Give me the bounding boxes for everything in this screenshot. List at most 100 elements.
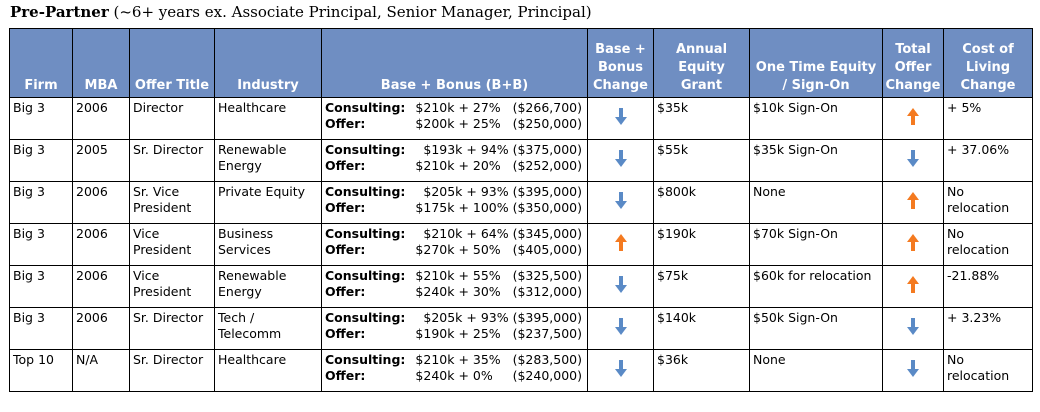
cell-firm: Big 3 [9, 307, 73, 350]
cell-col-change: + 5% [943, 97, 1033, 140]
cell-offer-title: Vice President [129, 265, 215, 308]
offer-label: Offer: [325, 284, 366, 299]
offer-label: Offer: [325, 326, 366, 341]
arrow-up-icon [907, 108, 919, 125]
arrow-up-icon [907, 192, 919, 209]
cell-mba: 2006 [72, 223, 130, 266]
consulting-label: Consulting: [325, 184, 406, 199]
offer-value: $175k + 100% ($350,000) [415, 200, 582, 215]
table-row: Big 3 2006 Sr. Vice President Private Equit… [9, 181, 1033, 224]
header-equity-grant: Annual Equity Grant [653, 28, 750, 98]
section-title-subtitle: (~6+ years ex. Associate Principal, Seni… [108, 3, 592, 21]
cell-total-change [882, 97, 944, 140]
cell-base-bonus: Consulting: $210k + 55% ($325,500) Offer: $… [321, 265, 588, 308]
consulting-value: $210k + 64% ($345,000) [423, 226, 582, 241]
cell-offer-title: Director [129, 97, 215, 140]
cell-sign-on: None [749, 181, 883, 224]
cell-base-bonus: Consulting: $210k + 27% ($266,700) Offer: $… [321, 97, 588, 140]
cell-industry: Tech / Telecomm [214, 307, 322, 350]
header-total-change: Total Offer Change [882, 28, 944, 98]
cell-col-change: No relocation [943, 181, 1033, 224]
cell-bb-change [587, 265, 654, 308]
header-firm: Firm [9, 28, 73, 98]
cell-industry: Healthcare [214, 97, 322, 140]
table-row: Big 3 2006 Sr. Director Tech / Telecomm Cons… [9, 307, 1033, 350]
offer-value: $190k + 25% ($237,500) [415, 326, 582, 341]
cell-firm: Big 3 [9, 265, 73, 308]
cell-mba: 2006 [72, 181, 130, 224]
consulting-value: $205k + 93% ($395,000) [423, 310, 582, 325]
cell-equity-grant: $800k [653, 181, 750, 224]
cell-industry: Healthcare [214, 349, 322, 392]
cell-offer-title: Sr. Director [129, 349, 215, 392]
cell-industry: Business Services [214, 223, 322, 266]
cell-firm: Big 3 [9, 223, 73, 266]
cell-industry: Renewable Energy [214, 139, 322, 182]
arrow-down-icon [614, 150, 627, 167]
cell-total-change [882, 139, 944, 182]
cell-firm: Big 3 [9, 181, 73, 224]
cell-firm: Big 3 [9, 97, 73, 140]
table-row: Big 3 2006 Vice President Renewable Energy C… [9, 265, 1033, 308]
cell-equity-grant: $140k [653, 307, 750, 350]
cell-mba: 2006 [72, 265, 130, 308]
cell-bb-change [587, 181, 654, 224]
arrow-down-icon [614, 360, 627, 377]
cell-firm: Big 3 [9, 139, 73, 182]
cell-offer-title: Vice President [129, 223, 215, 266]
cell-total-change [882, 349, 944, 392]
consulting-label: Consulting: [325, 142, 406, 157]
consulting-value: $210k + 35% ($283,500) [415, 352, 582, 367]
cell-equity-grant: $190k [653, 223, 750, 266]
offer-label: Offer: [325, 158, 366, 173]
consulting-label: Consulting: [325, 226, 406, 241]
header-mba: MBA [72, 28, 130, 98]
arrow-up-icon [907, 234, 919, 251]
cell-col-change: -21.88% [943, 265, 1033, 308]
cell-total-change [882, 181, 944, 224]
arrow-down-icon [614, 318, 627, 335]
table-row: Top 10 N/A Sr. Director Healthcare Consultin… [9, 349, 1033, 392]
consulting-value: $210k + 27% ($266,700) [415, 100, 582, 115]
header-bb-change: Base + Bonus Change [587, 28, 654, 98]
cell-bb-change [587, 97, 654, 140]
cell-base-bonus: Consulting: $205k + 93% ($395,000) Offer: $… [321, 181, 588, 224]
offer-value: $270k + 50% ($405,000) [415, 242, 582, 257]
section-title: Pre-Partner (~6+ years ex. Associate Pri… [10, 2, 592, 22]
cell-equity-grant: $36k [653, 349, 750, 392]
cell-bb-change [587, 139, 654, 182]
offer-value: $210k + 20% ($252,000) [415, 158, 582, 173]
offer-value: $200k + 25% ($250,000) [415, 116, 582, 131]
cell-base-bonus: Consulting: $205k + 93% ($395,000) Offer: $… [321, 307, 588, 350]
cell-equity-grant: $75k [653, 265, 750, 308]
consulting-label: Consulting: [325, 352, 406, 367]
cell-bb-change [587, 307, 654, 350]
compensation-table: Firm MBA Offer Title Industry Base + Bon… [9, 28, 1033, 392]
arrow-down-icon [907, 150, 919, 167]
cell-total-change [882, 307, 944, 350]
cell-sign-on: $35k Sign-On [749, 139, 883, 182]
consulting-value: $205k + 93% ($395,000) [423, 184, 582, 199]
cell-base-bonus: Consulting: $210k + 64% ($345,000) Offer: $… [321, 223, 588, 266]
arrow-down-icon [614, 276, 627, 293]
cell-sign-on: None [749, 349, 883, 392]
cell-equity-grant: $55k [653, 139, 750, 182]
offer-label: Offer: [325, 242, 366, 257]
cell-sign-on: $70k Sign-On [749, 223, 883, 266]
cell-industry: Private Equity [214, 181, 322, 224]
header-row: Firm MBA Offer Title Industry Base + Bon… [9, 28, 1033, 98]
consulting-value: $193k + 94% ($375,000) [423, 142, 582, 157]
cell-firm: Top 10 [9, 349, 73, 392]
cell-sign-on: $60k for relocation [749, 265, 883, 308]
offer-label: Offer: [325, 116, 366, 131]
arrow-down-icon [614, 192, 627, 209]
consulting-label: Consulting: [325, 268, 406, 283]
cell-bb-change [587, 223, 654, 266]
table-row: Big 3 2005 Sr. Director Renewable Energy Con… [9, 139, 1033, 182]
consulting-value: $210k + 55% ($325,500) [415, 268, 582, 283]
table-row: Big 3 2006 Director Healthcare Consulting: $2… [9, 97, 1033, 140]
cell-base-bonus: Consulting: $193k + 94% ($375,000) Offer: $… [321, 139, 588, 182]
cell-industry: Renewable Energy [214, 265, 322, 308]
cell-mba: 2005 [72, 139, 130, 182]
header-offer-title: Offer Title [129, 28, 215, 98]
